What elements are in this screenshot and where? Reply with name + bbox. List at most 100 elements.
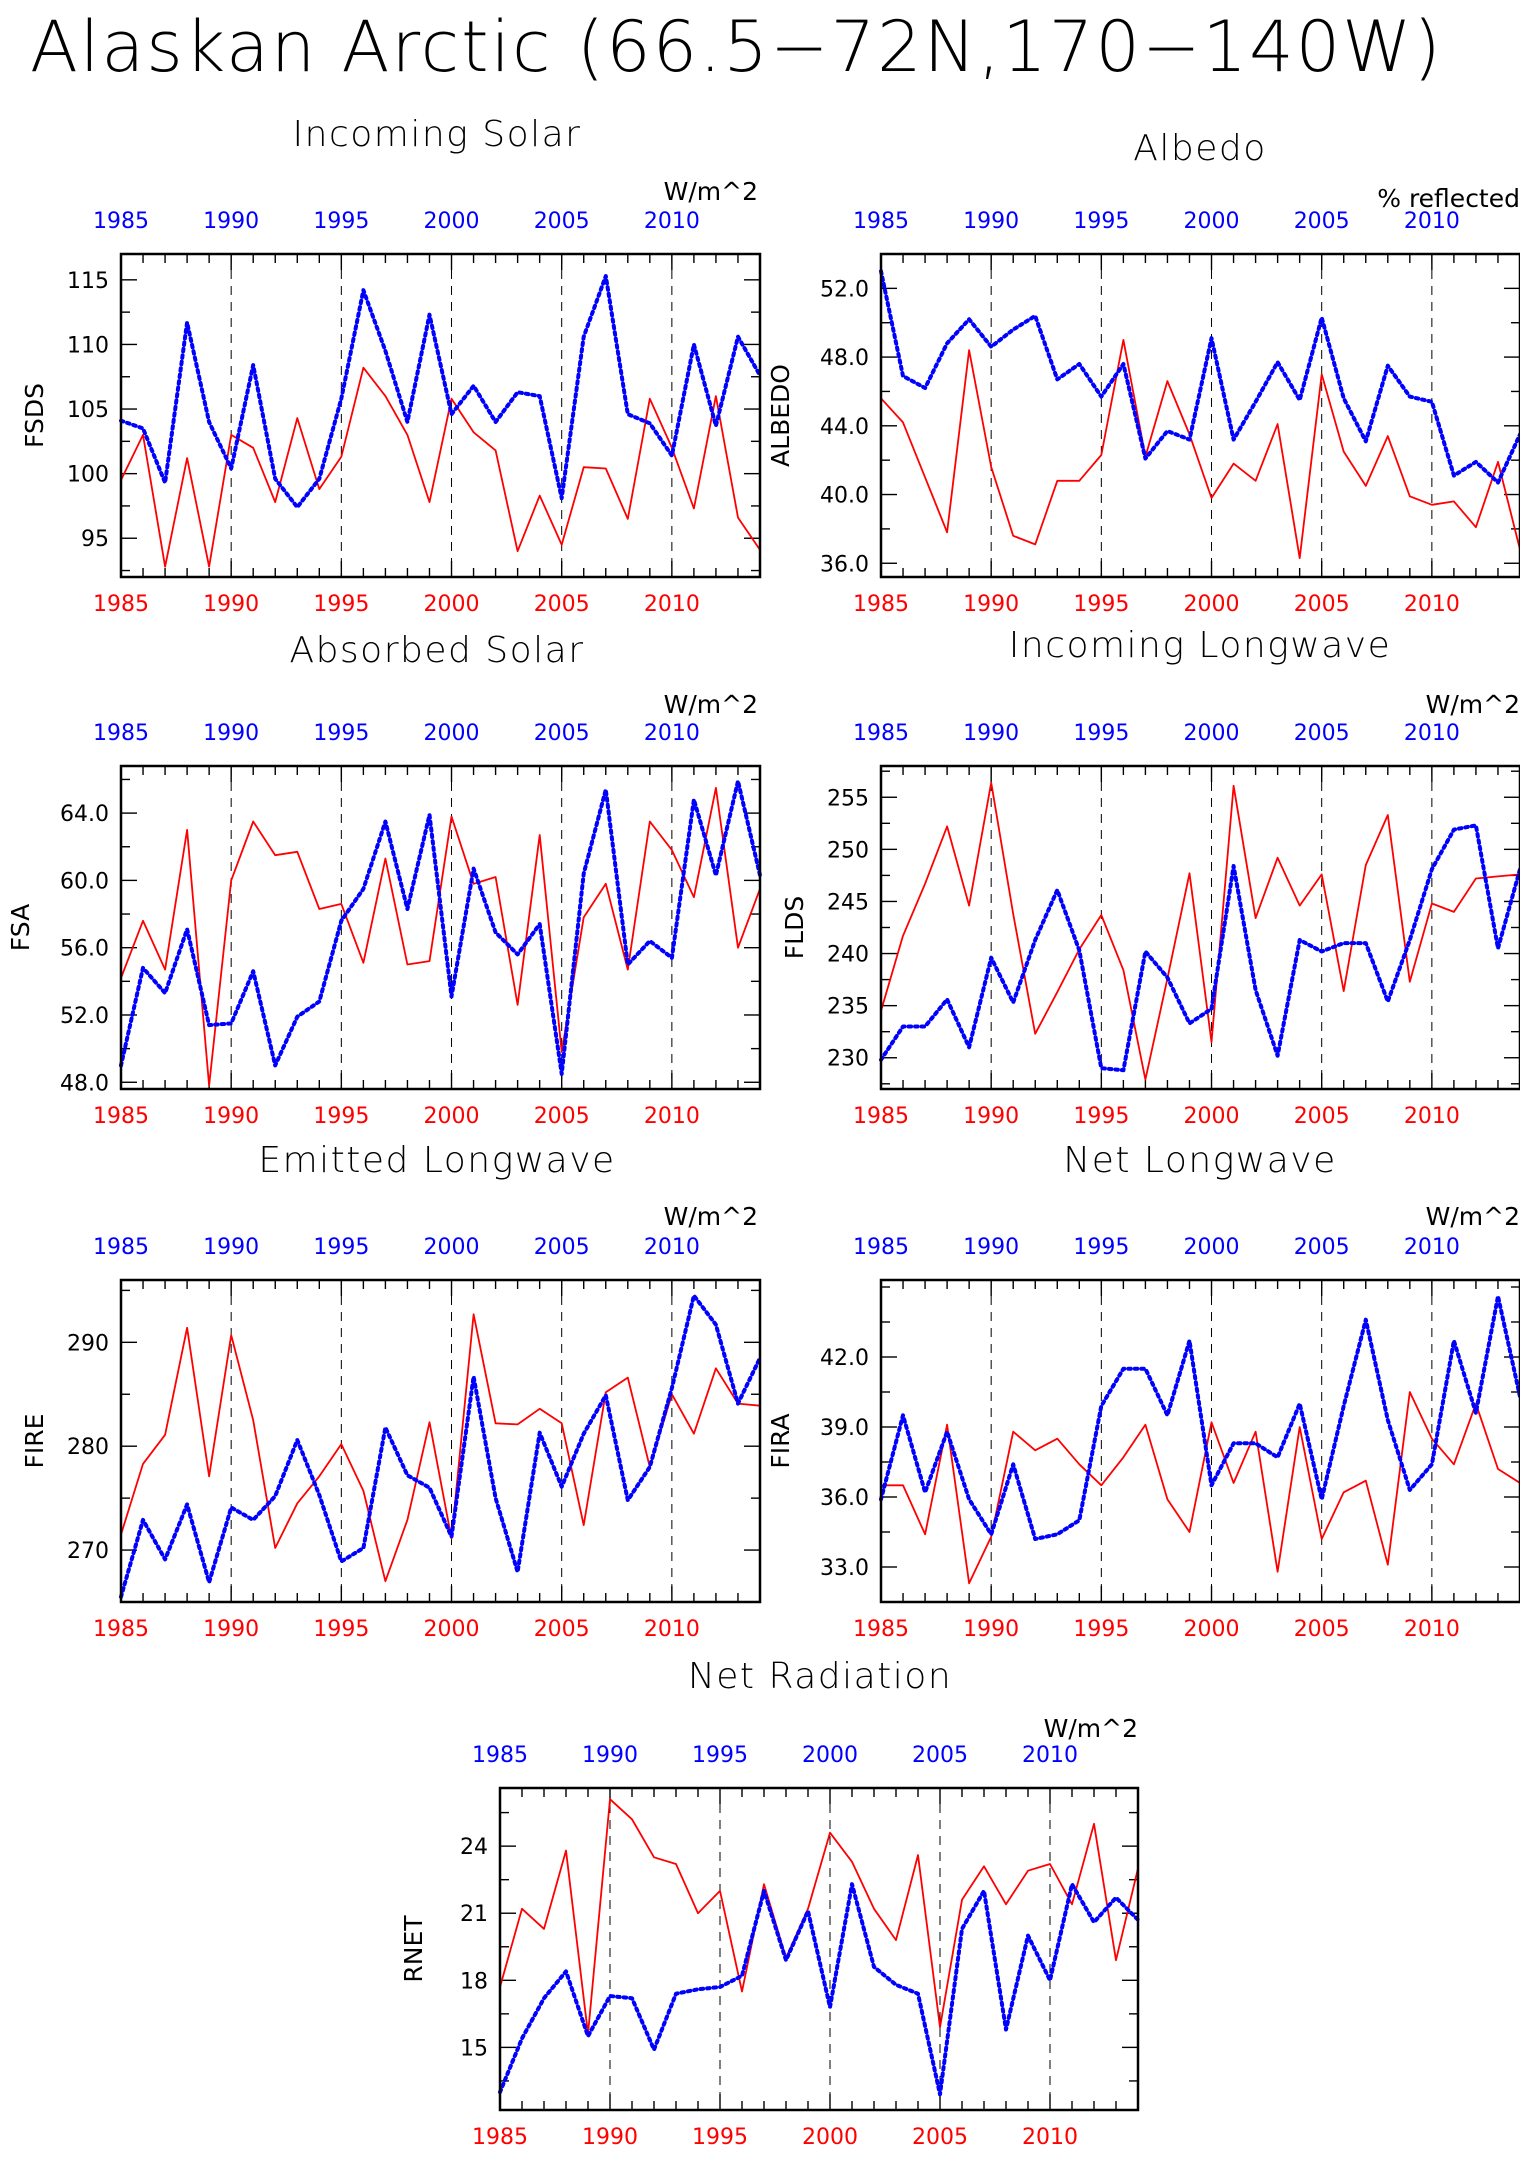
x-tick-label: 1985 [93, 1104, 149, 1129]
series-line-red [880, 338, 1520, 559]
units-label: W/m^2 [664, 690, 758, 719]
x-tick-label: 1995 [692, 2125, 748, 2150]
x-tick-label: 2010 [1022, 2125, 1078, 2150]
panel-rnet: Net Radiation W/m^2 1985 1990 1995 2000 2005 20… [399, 1656, 1140, 2150]
x-tick-label: 2000 [424, 1617, 480, 1642]
x-tick-label-top: 2000 [1184, 721, 1240, 746]
x-tick-label-top: 1985 [853, 721, 909, 746]
y-tick-label: 56.0 [60, 937, 109, 962]
y-axis-label: FLDS [780, 896, 809, 959]
y-tick-label: 18 [460, 1969, 488, 1994]
x-tick-label-top: 2005 [534, 721, 590, 746]
x-tick-label-top: 2010 [644, 1235, 700, 1260]
y-tick-label: 52.0 [60, 1004, 109, 1029]
x-tick-label-top: 1985 [93, 721, 149, 746]
series-line-red [499, 1798, 1139, 2035]
x-tick-label: 1985 [93, 592, 149, 617]
x-tick-label-top: 2000 [1184, 1235, 1240, 1260]
x-tick-label-top: 2010 [1022, 1743, 1078, 1768]
x-tick-label-top: 1990 [963, 721, 1019, 746]
x-tick-label-top: 2000 [424, 209, 480, 234]
x-tick-label: 1990 [203, 1104, 259, 1129]
x-tick-label-top: 1990 [963, 209, 1019, 234]
x-tick-label: 2000 [424, 1104, 480, 1129]
x-tick-label: 2000 [1184, 1104, 1240, 1129]
panel-albedo: Albedo % reflected 1985 1990 1995 2000 2005 201… [766, 128, 1520, 617]
x-tick-label-top: 1995 [1073, 1235, 1129, 1260]
y-axis-label: ALBEDO [766, 364, 795, 467]
y-axis-label: FSA [6, 904, 35, 951]
x-tick-label-top: 1985 [472, 1743, 528, 1768]
x-tick-label-top: 2010 [644, 721, 700, 746]
panel-title: Incoming Longwave [1009, 625, 1392, 666]
x-tick-label: 1985 [853, 592, 909, 617]
x-tick-label: 2005 [912, 2125, 968, 2150]
x-tick-label-top: 1985 [853, 1235, 909, 1260]
x-tick-label: 1995 [1073, 592, 1129, 617]
x-tick-label: 2000 [424, 592, 480, 617]
units-label: % reflected [1377, 184, 1520, 213]
y-tick-label: 60.0 [60, 869, 109, 894]
series-line-blue [119, 274, 762, 510]
y-tick-label: 245 [827, 890, 869, 915]
y-tick-label: 290 [67, 1331, 109, 1356]
y-tick-label: 33.0 [820, 1556, 869, 1581]
series-line-blue [879, 823, 1520, 1073]
x-tick-label: 1995 [1073, 1617, 1129, 1642]
x-tick-label-top: 2005 [1294, 1235, 1350, 1260]
y-tick-label: 240 [827, 943, 869, 968]
series-line-red [120, 1313, 761, 1583]
x-tick-label-top: 2000 [424, 721, 480, 746]
series-line-red [120, 787, 761, 1087]
panel-title: Net Radiation [688, 1656, 952, 1697]
y-tick-label: 64.0 [60, 802, 109, 827]
series-line-blue [879, 1294, 1520, 1541]
panel-fsds: Incoming Solar W/m^2 1985 1990 1995 2000 2005 2… [20, 114, 762, 617]
x-tick-label: 1985 [472, 2125, 528, 2150]
y-tick-label: 42.0 [820, 1346, 869, 1371]
y-tick-label: 15 [460, 2036, 488, 2061]
x-tick-label-top: 1990 [963, 1235, 1019, 1260]
x-tick-label-top: 2010 [1404, 209, 1460, 234]
plot-frame [119, 764, 762, 1091]
panel-fira: Net Longwave W/m^2 1985 1990 1995 2000 2005 201… [766, 1140, 1520, 1642]
x-tick-label-top: 1995 [313, 209, 369, 234]
x-tick-label: 1995 [313, 1104, 369, 1129]
x-tick-label-top: 1985 [853, 209, 909, 234]
y-tick-label: 110 [67, 333, 109, 358]
y-tick-label: 39.0 [820, 1416, 869, 1441]
x-tick-label: 1995 [313, 592, 369, 617]
x-tick-label-top: 1990 [203, 721, 259, 746]
x-tick-label: 1990 [203, 592, 259, 617]
x-tick-label-top: 1995 [313, 721, 369, 746]
y-tick-label: 235 [827, 995, 869, 1020]
y-tick-label: 24 [460, 1835, 488, 1860]
page-title: Alaskan Arctic (66.5−72N,170−140W) [30, 6, 1443, 88]
y-axis-label: FIRE [20, 1414, 49, 1469]
series-line-blue [119, 1293, 762, 1599]
x-tick-label-top: 2005 [912, 1743, 968, 1768]
x-tick-label: 2010 [644, 592, 700, 617]
panel-title: Net Longwave [1063, 1140, 1336, 1181]
x-tick-label-top: 2010 [1404, 1235, 1460, 1260]
series-line-red [881, 1391, 1520, 1585]
plot-frame [498, 1786, 1140, 2112]
series-line-red [880, 781, 1520, 1081]
x-tick-label: 1995 [1073, 1104, 1129, 1129]
x-tick-label: 2005 [534, 1104, 590, 1129]
panel-fire: Emitted Longwave W/m^2 1985 1990 1995 2000 200… [20, 1140, 762, 1642]
y-tick-label: 36.0 [820, 1486, 869, 1511]
x-tick-label: 1995 [313, 1617, 369, 1642]
y-tick-label: 250 [827, 838, 869, 863]
y-tick-label: 115 [67, 269, 109, 294]
x-tick-label: 1990 [203, 1617, 259, 1642]
x-tick-label: 2005 [534, 592, 590, 617]
units-label: W/m^2 [664, 1202, 758, 1231]
x-tick-label-top: 1995 [313, 1235, 369, 1260]
x-tick-label: 1985 [93, 1617, 149, 1642]
panel-title: Absorbed Solar [289, 630, 584, 671]
x-tick-label: 2010 [1404, 1104, 1460, 1129]
x-tick-label-top: 1995 [1073, 721, 1129, 746]
x-tick-label-top: 2005 [1294, 209, 1350, 234]
plot-frame [879, 252, 1520, 579]
